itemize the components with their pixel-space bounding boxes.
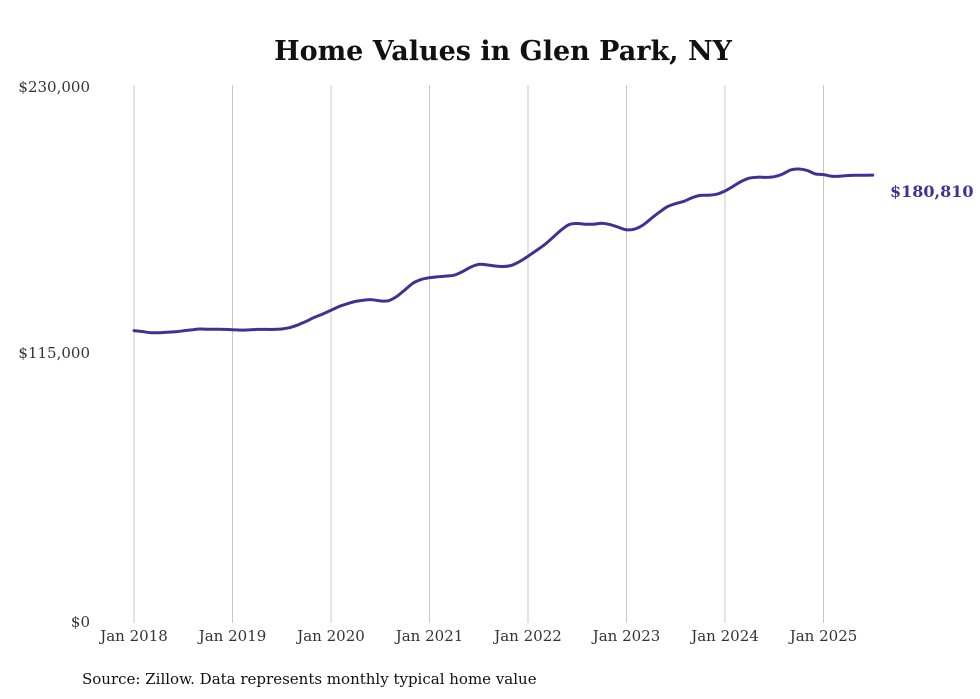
x-axis: Jan 2018 Jan 2019 Jan 2020 Jan 2021 Jan 2022… bbox=[98, 627, 857, 645]
x-tick-label: Jan 2023 bbox=[591, 627, 661, 645]
x-tick-label: Jan 2021 bbox=[394, 627, 464, 645]
x-tick-label: Jan 2025 bbox=[788, 627, 858, 645]
source-note: Source: Zillow. Data represents monthly … bbox=[82, 670, 537, 688]
x-tick-label: Jan 2018 bbox=[98, 627, 168, 645]
x-tick-label: Jan 2020 bbox=[295, 627, 365, 645]
chart-title: Home Values in Glen Park, NY bbox=[274, 36, 733, 67]
x-tick-label: Jan 2019 bbox=[197, 627, 267, 645]
y-tick-label: $115,000 bbox=[18, 344, 90, 362]
y-tick-label: $0 bbox=[71, 613, 90, 631]
x-tick-label: Jan 2024 bbox=[689, 627, 759, 645]
x-tick-label: Jan 2022 bbox=[492, 627, 562, 645]
end-value-label: $180,810 bbox=[890, 182, 974, 201]
y-axis: $230,000 $115,000 $0 bbox=[18, 78, 90, 631]
series-line bbox=[132, 167, 875, 335]
y-tick-label: $230,000 bbox=[18, 78, 90, 96]
gridlines bbox=[133, 85, 824, 623]
